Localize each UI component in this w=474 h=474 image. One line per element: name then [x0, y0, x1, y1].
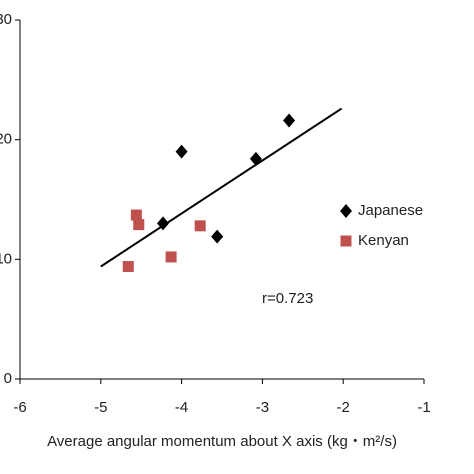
x-tick-label: -4 — [175, 399, 188, 416]
legend-label: Japanese — [358, 202, 423, 219]
x-tick-label: -1 — [417, 399, 430, 416]
point — [194, 220, 206, 232]
point — [283, 113, 296, 128]
y-tick-label: 20 — [0, 131, 12, 148]
legend-marker — [340, 235, 352, 247]
y-tick-label: 10 — [0, 250, 12, 267]
point — [122, 261, 134, 273]
point — [157, 216, 170, 231]
legend-marker — [340, 204, 352, 218]
y-tick-label: 0 — [4, 370, 12, 387]
annotation: r=0.723 — [262, 290, 313, 307]
legend-label: Kenyan — [358, 232, 409, 249]
point — [165, 251, 177, 263]
point — [130, 209, 142, 221]
x-tick-label: -5 — [94, 399, 107, 416]
point — [175, 144, 188, 159]
x-tick-label: -3 — [256, 399, 269, 416]
x-axis-label: Average angular momentum about X axis (k… — [47, 433, 397, 450]
point — [249, 151, 262, 166]
point — [211, 229, 224, 244]
x-tick-label: -6 — [13, 399, 26, 416]
y-tick-label: 30 — [0, 11, 12, 28]
point — [133, 219, 145, 231]
x-tick-label: -2 — [337, 399, 350, 416]
trendline — [100, 107, 343, 268]
